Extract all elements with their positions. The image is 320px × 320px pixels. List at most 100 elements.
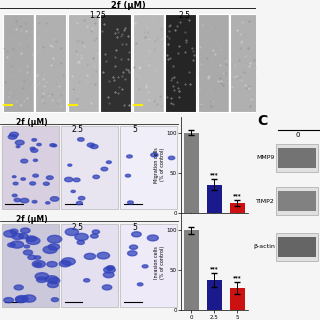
Bar <box>207 185 222 213</box>
Circle shape <box>107 266 114 270</box>
Circle shape <box>26 236 37 242</box>
Text: ***: *** <box>233 275 242 280</box>
Circle shape <box>137 283 143 286</box>
FancyBboxPatch shape <box>132 14 164 112</box>
Circle shape <box>16 146 20 148</box>
Circle shape <box>50 144 55 147</box>
FancyBboxPatch shape <box>61 126 118 209</box>
Circle shape <box>46 176 53 180</box>
Circle shape <box>71 190 75 193</box>
FancyBboxPatch shape <box>230 14 261 112</box>
Circle shape <box>102 285 112 290</box>
FancyBboxPatch shape <box>100 14 131 112</box>
Circle shape <box>45 276 58 283</box>
FancyBboxPatch shape <box>3 14 34 112</box>
Circle shape <box>68 164 72 166</box>
FancyBboxPatch shape <box>120 224 177 307</box>
Circle shape <box>132 232 141 237</box>
Circle shape <box>147 235 158 241</box>
Circle shape <box>12 194 17 197</box>
Y-axis label: Migration cells
(% of control): Migration cells (% of control) <box>154 147 165 183</box>
Circle shape <box>21 178 26 180</box>
Circle shape <box>20 228 30 233</box>
Circle shape <box>33 174 38 177</box>
Circle shape <box>10 132 19 137</box>
Circle shape <box>168 156 175 160</box>
Circle shape <box>10 229 18 234</box>
FancyBboxPatch shape <box>276 233 318 261</box>
Text: 2.5: 2.5 <box>178 11 190 20</box>
Circle shape <box>104 267 115 273</box>
Circle shape <box>151 153 158 157</box>
FancyBboxPatch shape <box>276 144 318 172</box>
FancyBboxPatch shape <box>165 14 196 112</box>
Circle shape <box>37 143 41 146</box>
Circle shape <box>127 155 132 158</box>
Circle shape <box>46 202 50 204</box>
Text: ***: *** <box>233 193 242 198</box>
FancyBboxPatch shape <box>68 14 99 112</box>
FancyBboxPatch shape <box>278 191 316 211</box>
Circle shape <box>10 241 24 248</box>
Circle shape <box>103 272 114 278</box>
Circle shape <box>12 233 23 239</box>
FancyBboxPatch shape <box>2 126 59 209</box>
Text: ***: *** <box>210 266 219 271</box>
Circle shape <box>15 297 27 302</box>
Circle shape <box>51 197 59 201</box>
Circle shape <box>31 148 38 152</box>
Circle shape <box>22 295 36 302</box>
Circle shape <box>77 241 84 244</box>
Circle shape <box>142 265 148 268</box>
Circle shape <box>44 182 49 185</box>
Circle shape <box>34 256 41 259</box>
FancyBboxPatch shape <box>276 188 318 215</box>
Y-axis label: Invasion cells
(% of control): Invasion cells (% of control) <box>154 246 165 279</box>
Bar <box>184 133 199 213</box>
Circle shape <box>87 143 94 147</box>
Circle shape <box>61 258 75 265</box>
Circle shape <box>21 159 28 163</box>
Circle shape <box>73 178 80 182</box>
Circle shape <box>77 138 84 141</box>
Circle shape <box>48 282 58 288</box>
Circle shape <box>32 201 37 203</box>
Circle shape <box>52 144 57 147</box>
Circle shape <box>35 273 49 280</box>
X-axis label: 2f (μM): 2f (μM) <box>204 223 224 228</box>
Circle shape <box>23 250 33 255</box>
Circle shape <box>78 196 85 200</box>
FancyBboxPatch shape <box>35 14 66 112</box>
Circle shape <box>32 139 36 141</box>
Circle shape <box>33 159 37 161</box>
Circle shape <box>14 285 23 290</box>
Circle shape <box>8 243 15 247</box>
FancyBboxPatch shape <box>120 126 177 209</box>
Text: 0: 0 <box>295 132 300 138</box>
Text: TIMP2: TIMP2 <box>256 199 275 204</box>
Circle shape <box>92 230 100 234</box>
Text: 5: 5 <box>132 223 137 232</box>
Text: 2.5: 2.5 <box>71 125 83 134</box>
FancyBboxPatch shape <box>278 237 316 257</box>
Text: MMP9: MMP9 <box>257 155 275 160</box>
Circle shape <box>30 182 36 185</box>
Circle shape <box>30 147 35 150</box>
Circle shape <box>28 255 36 260</box>
FancyBboxPatch shape <box>198 14 229 112</box>
Text: ***: *** <box>210 172 219 178</box>
Circle shape <box>32 260 45 268</box>
Text: C: C <box>257 114 268 128</box>
Circle shape <box>65 177 73 182</box>
Circle shape <box>12 176 16 178</box>
Circle shape <box>51 298 59 301</box>
Circle shape <box>36 277 47 283</box>
Circle shape <box>26 237 40 244</box>
Circle shape <box>101 167 108 171</box>
FancyBboxPatch shape <box>61 224 118 307</box>
Circle shape <box>24 245 29 248</box>
Circle shape <box>84 279 90 282</box>
Circle shape <box>91 234 98 238</box>
Circle shape <box>19 234 28 239</box>
Circle shape <box>8 134 17 139</box>
